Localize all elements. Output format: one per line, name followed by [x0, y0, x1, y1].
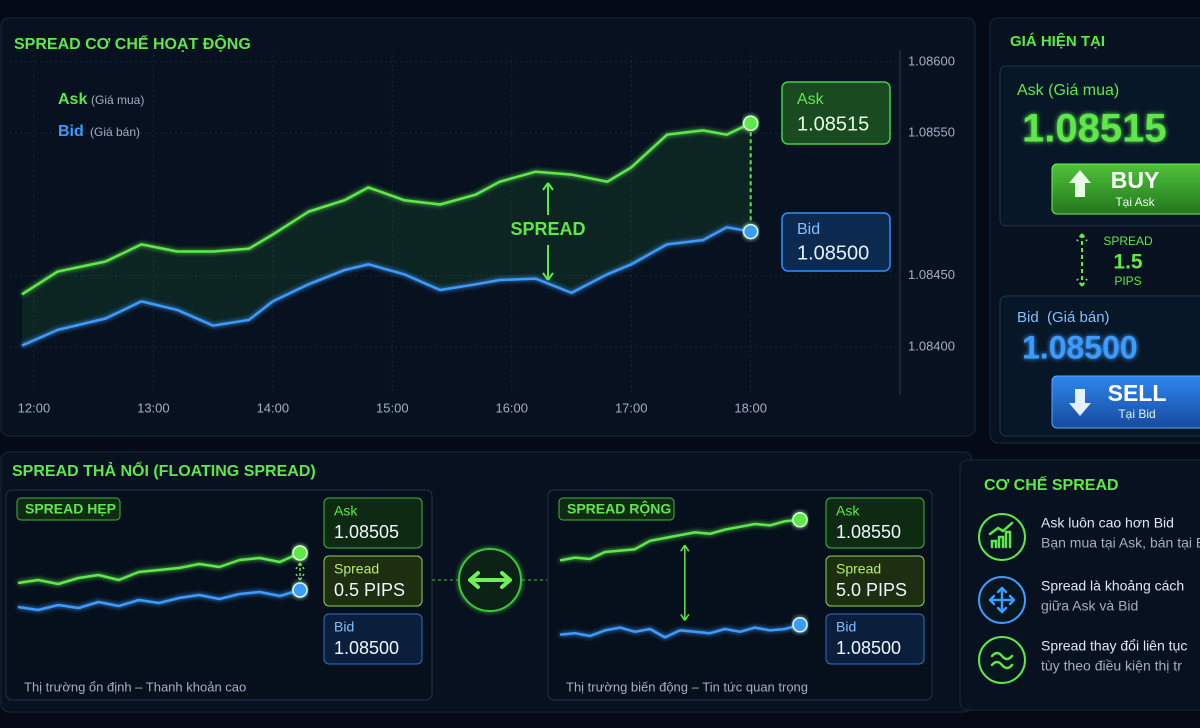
chart-pill	[16, 497, 121, 521]
value-box-value: 1.08500	[836, 638, 901, 658]
mechanism-text: tùy theo điều kiện thị tr	[1041, 658, 1182, 674]
x-tick-label: 12:00	[18, 400, 51, 415]
value-box	[825, 613, 925, 665]
section-title: SPREAD THẢ NỔI (FLOATING SPREAD)	[12, 461, 316, 480]
chart-caption: Thị trường biến động – Tin tức quan trọn…	[566, 679, 808, 694]
value-box-value: 1.08550	[836, 522, 901, 542]
endpoint	[792, 512, 808, 528]
endpoint	[742, 115, 759, 132]
series-line	[21, 122, 752, 296]
chart-title: SPREAD CƠ CHẾ HOẠT ĐỘNG	[14, 34, 251, 53]
chart-title: SPREAD HẸP	[25, 501, 116, 517]
mechanism-text: Spread là khoảng cách	[1041, 578, 1184, 594]
price-label: Ask (Giá mua)	[1017, 82, 1119, 99]
value-box	[825, 555, 925, 607]
annotation-price: 1.08515	[797, 113, 869, 135]
price-label: Bid (Giá bán)	[1017, 309, 1110, 326]
value-box-label: Spread	[836, 561, 881, 577]
annotation-label: Ask	[797, 91, 825, 108]
button-sublabel: Tại Ask	[1115, 195, 1155, 209]
y-tick-label: 1.08550	[908, 125, 955, 140]
chart-title: SPREAD RỘNG	[567, 500, 671, 517]
value-box-value: 0.5 PIPS	[334, 580, 405, 600]
spread-area	[21, 123, 751, 346]
value-box-label: Ask	[836, 503, 860, 519]
annotation-price: 1.08500	[797, 242, 869, 264]
value-box-label: Bid	[334, 619, 354, 635]
ask-annotation	[781, 81, 891, 145]
button-icon	[1069, 389, 1091, 416]
endpoint	[292, 545, 308, 561]
mechanism-glyph	[988, 521, 1014, 549]
chart-caption: Thị trường ổn định – Thanh khoản cao	[24, 679, 246, 694]
legend-label: Bid	[58, 123, 84, 140]
series-line	[559, 623, 801, 639]
mechanism-text: Spread thay đổi liên tục	[1041, 638, 1187, 654]
value-box	[323, 613, 423, 665]
spread-arrow	[542, 182, 554, 281]
value-box-value: 1.08500	[334, 638, 399, 658]
mechanism-text: giữa Ask và Bid	[1041, 598, 1138, 614]
endpoint	[742, 223, 759, 240]
button-bg	[1051, 375, 1200, 429]
button-icon	[1069, 170, 1091, 197]
button-label: SELL	[1108, 380, 1167, 406]
x-tick-label: 18:00	[734, 400, 767, 415]
y-tick-label: 1.08400	[908, 338, 955, 353]
series-line	[559, 518, 801, 562]
annotation-label: Bid	[797, 221, 820, 238]
spread-value: 1.5	[1113, 251, 1143, 274]
spread-unit: PIPS	[1114, 274, 1141, 288]
mechanism-glyph	[990, 651, 1014, 670]
spread-arrow	[680, 544, 690, 621]
series-line	[21, 226, 751, 347]
endpoint	[292, 582, 308, 598]
value-box-value: 1.08505	[334, 522, 399, 542]
value-box-label: Spread	[334, 561, 379, 577]
panel-title: CƠ CHẾ SPREAD	[984, 475, 1119, 494]
spread-label: SPREAD	[510, 219, 585, 239]
x-tick-label: 16:00	[495, 400, 528, 415]
chart-pill	[558, 497, 675, 521]
value-box-value: 5.0 PIPS	[836, 580, 907, 600]
mechanism-text: Bạn mua tại Ask, bán tại B	[1041, 535, 1200, 551]
value-box	[825, 497, 925, 549]
button-sublabel: Tại Bid	[1118, 407, 1155, 421]
y-tick-label: 1.08600	[908, 53, 955, 68]
value-box	[323, 497, 423, 549]
legend-sublabel: (Giá mua)	[91, 93, 144, 107]
price-value: 1.08500	[1022, 329, 1138, 365]
value-box-label: Ask	[334, 503, 358, 519]
mechanism-text: Ask luôn cao hơn Bid	[1041, 515, 1174, 531]
bid-annotation	[781, 212, 891, 272]
button-label: BUY	[1111, 167, 1160, 193]
legend-label: Ask	[58, 91, 87, 108]
mechanism-glyph	[988, 586, 1016, 614]
x-tick-label: 14:00	[257, 400, 290, 415]
legend-sublabel: (Giá bán)	[90, 125, 140, 139]
endpoint	[792, 617, 808, 633]
x-tick-label: 17:00	[615, 400, 648, 415]
buy-button[interactable]: BUY Tại Ask	[1051, 163, 1200, 215]
spread-label: SPREAD	[1103, 234, 1153, 248]
x-tick-label: 15:00	[376, 400, 409, 415]
button-bg	[1051, 163, 1200, 215]
main-panel	[0, 17, 976, 437]
series-line	[17, 551, 301, 586]
x-tick-label: 13:00	[137, 400, 170, 415]
value-box-label: Bid	[836, 619, 856, 635]
mechanism-icon	[978, 636, 1026, 684]
price-value: 1.08515	[1022, 107, 1167, 151]
y-tick-label: 1.08450	[908, 267, 955, 282]
series-line	[17, 588, 301, 612]
swap-arrow	[468, 571, 512, 589]
panel-title: GIÁ HIỆN TẠI	[1010, 32, 1105, 50]
value-box	[323, 555, 423, 607]
